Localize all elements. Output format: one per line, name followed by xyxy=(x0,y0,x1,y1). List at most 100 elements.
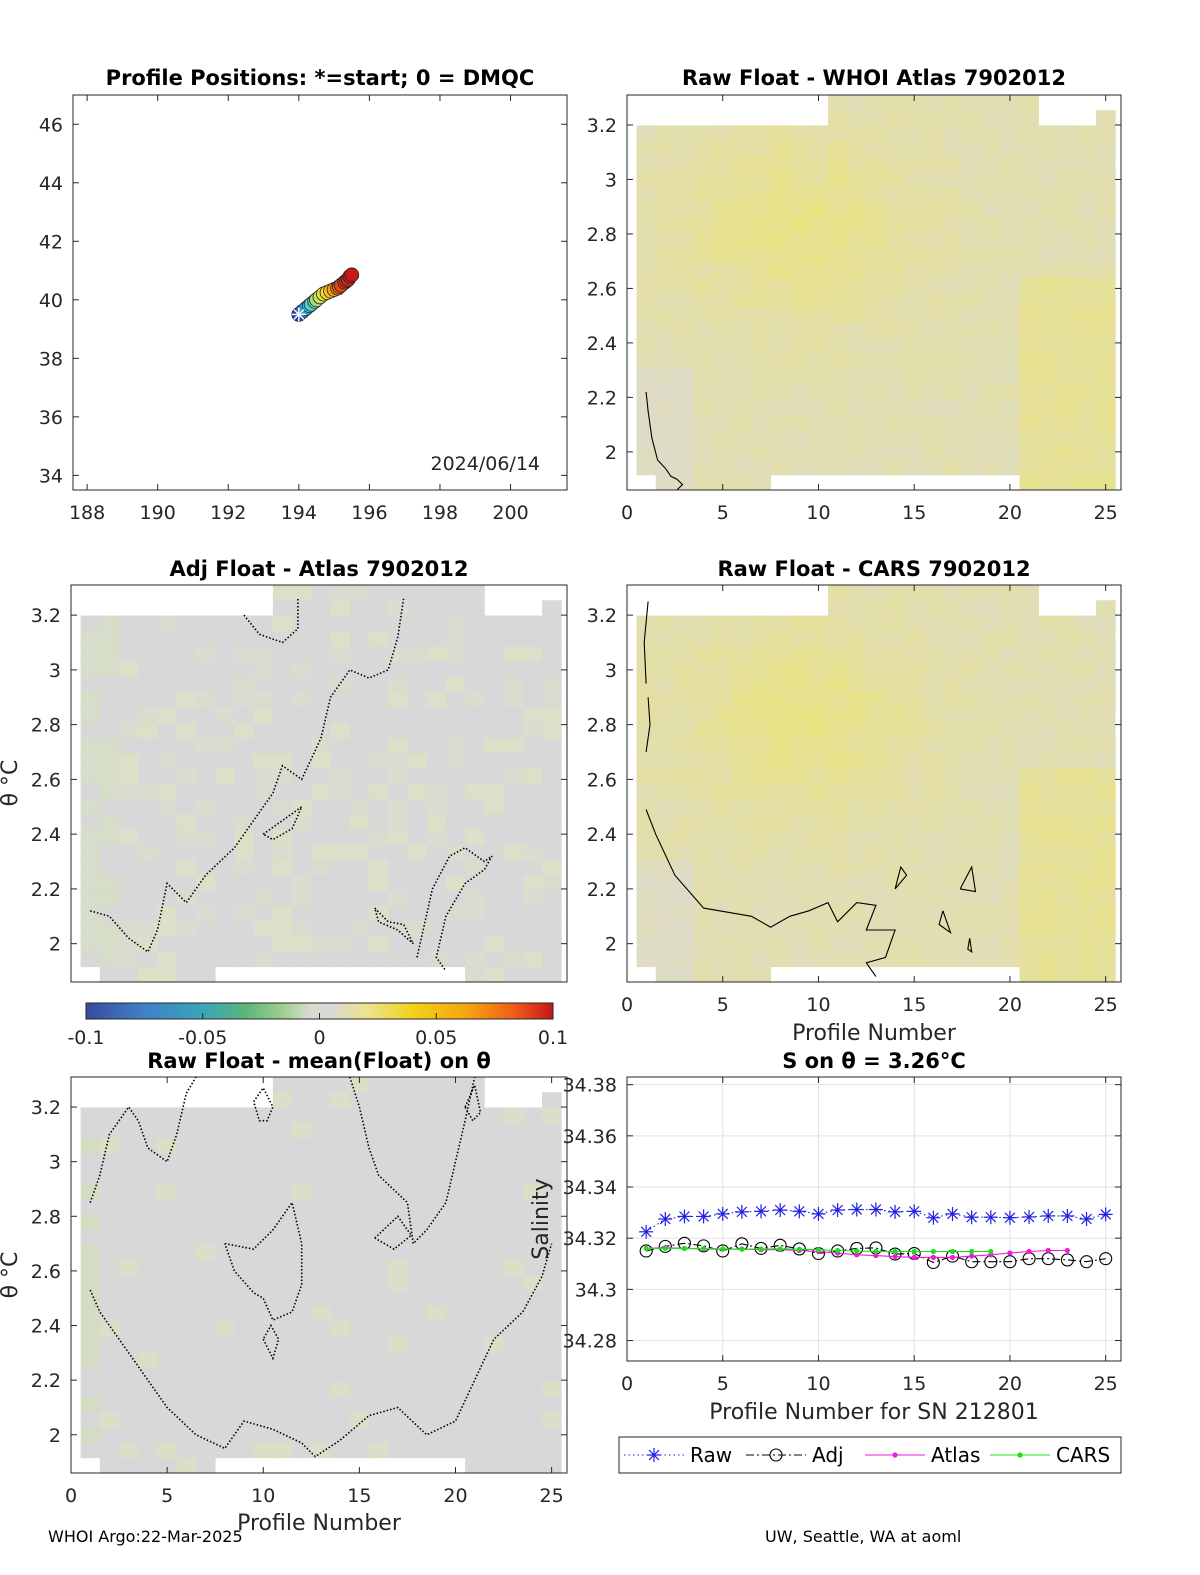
heatmap-cell xyxy=(655,201,676,217)
heatmap-cell xyxy=(847,383,867,400)
heatmap-cell xyxy=(368,630,389,647)
heatmap-cell xyxy=(885,783,906,800)
heatmap-cell xyxy=(503,1275,524,1291)
heatmap-cell xyxy=(445,936,466,952)
x-tick-label: 25 xyxy=(1094,1373,1118,1395)
heatmap-cell xyxy=(751,201,772,217)
salinity-point-cars xyxy=(700,1245,707,1252)
heatmap-cell xyxy=(542,1168,562,1185)
heatmap-cell xyxy=(866,231,886,248)
heatmap-cell xyxy=(542,814,562,830)
heatmap-cell xyxy=(80,814,101,830)
heatmap-cell xyxy=(923,95,944,111)
heatmap-cell xyxy=(368,1137,389,1154)
heatmap-cell xyxy=(962,292,982,309)
heatmap-cell xyxy=(904,920,925,937)
heatmap-cell xyxy=(138,630,158,647)
heatmap-cell xyxy=(732,676,752,693)
heatmap-cell xyxy=(407,1305,428,1322)
heatmap-cell xyxy=(962,691,982,708)
legend-label-cars: CARS xyxy=(1056,1443,1110,1467)
heatmap-cell xyxy=(636,186,657,202)
heatmap-cell xyxy=(885,676,906,693)
heatmap-cell xyxy=(636,444,657,461)
heatmap-cell xyxy=(904,905,925,922)
heatmap-cell xyxy=(445,600,466,616)
heatmap-cell xyxy=(923,646,944,662)
heatmap-cell xyxy=(962,707,982,723)
heatmap-cell xyxy=(311,1183,331,1200)
heatmap-cell xyxy=(1019,322,1040,339)
heatmap-cell xyxy=(138,920,158,937)
heatmap-cell xyxy=(1076,398,1097,415)
heatmap-cell xyxy=(751,277,772,293)
salinity-point-raw xyxy=(1004,1212,1016,1224)
heatmap-cell xyxy=(407,1077,428,1093)
salinity-point-cars xyxy=(930,1248,936,1255)
heatmap-cell xyxy=(1000,277,1020,293)
heatmap-cell xyxy=(885,936,906,952)
heatmap-cell xyxy=(542,1214,562,1230)
heatmap-cell xyxy=(1057,262,1078,278)
heatmap-cell xyxy=(426,722,447,739)
heatmap-cell xyxy=(847,170,867,187)
heatmap-cell xyxy=(981,322,1001,339)
heatmap-cell xyxy=(234,890,255,907)
heatmap-cell xyxy=(99,1153,120,1169)
heatmap-cell xyxy=(655,322,676,339)
heatmap-cell xyxy=(445,859,466,876)
heatmap-cell xyxy=(542,1290,562,1306)
heatmap-cell xyxy=(694,155,714,172)
heatmap-cell xyxy=(923,201,944,217)
heatmap-cell xyxy=(215,1168,235,1185)
heatmap-cell xyxy=(253,1412,274,1428)
heatmap-cell xyxy=(138,1427,158,1443)
heatmap-cell xyxy=(732,920,752,937)
heatmap-cell xyxy=(732,140,752,157)
heatmap-cell xyxy=(522,1457,543,1474)
heatmap-cell xyxy=(465,1351,485,1367)
contour-line xyxy=(89,1243,553,1458)
heatmap-cell xyxy=(80,752,101,769)
heatmap-cell xyxy=(981,231,1001,248)
heatmap-cell xyxy=(522,905,543,922)
heatmap-cell xyxy=(99,1351,120,1367)
raw-mean-xlabel: Profile Number xyxy=(237,1511,402,1536)
heatmap-cell xyxy=(349,600,370,616)
heatmap-cell xyxy=(1076,353,1097,369)
heatmap-cell xyxy=(292,615,312,632)
heatmap-cell xyxy=(99,737,120,754)
heatmap-cell xyxy=(407,752,428,769)
heatmap-cell xyxy=(713,429,733,445)
heatmap-cell xyxy=(119,752,139,769)
contour-line xyxy=(262,804,304,841)
heatmap-cell xyxy=(942,722,963,739)
salinity-point-cars xyxy=(662,1245,668,1252)
heatmap-cell xyxy=(636,383,657,400)
heatmap-cell xyxy=(1096,844,1116,861)
heatmap-cell xyxy=(253,814,274,830)
heatmap-cell xyxy=(542,1153,562,1169)
heatmap-cell xyxy=(866,216,886,233)
heatmap-cell xyxy=(349,691,370,708)
heatmap-cell xyxy=(923,383,944,400)
heatmap-cell xyxy=(828,444,848,461)
heatmap-cell xyxy=(1038,155,1059,172)
heatmap-cell xyxy=(407,859,428,876)
heatmap-cell xyxy=(636,630,657,647)
heatmap-cell xyxy=(981,600,1001,616)
heatmap-cell xyxy=(789,429,810,445)
heatmap-cell xyxy=(292,1381,312,1398)
heatmap-cell xyxy=(751,414,772,430)
heatmap-cell xyxy=(195,1183,216,1200)
heatmap-cell xyxy=(636,676,657,693)
heatmap-cell xyxy=(808,737,829,754)
heatmap-cell xyxy=(292,1320,312,1337)
heatmap-cell xyxy=(866,737,886,754)
heatmap-cell xyxy=(904,186,925,202)
heatmap-cell xyxy=(866,798,886,815)
heatmap-cell xyxy=(80,875,101,891)
salinity-legend: Raw Adj Atlas CARS xyxy=(618,1436,1122,1474)
heatmap-cell xyxy=(1076,829,1097,845)
salinity-point-adj xyxy=(697,1239,711,1253)
